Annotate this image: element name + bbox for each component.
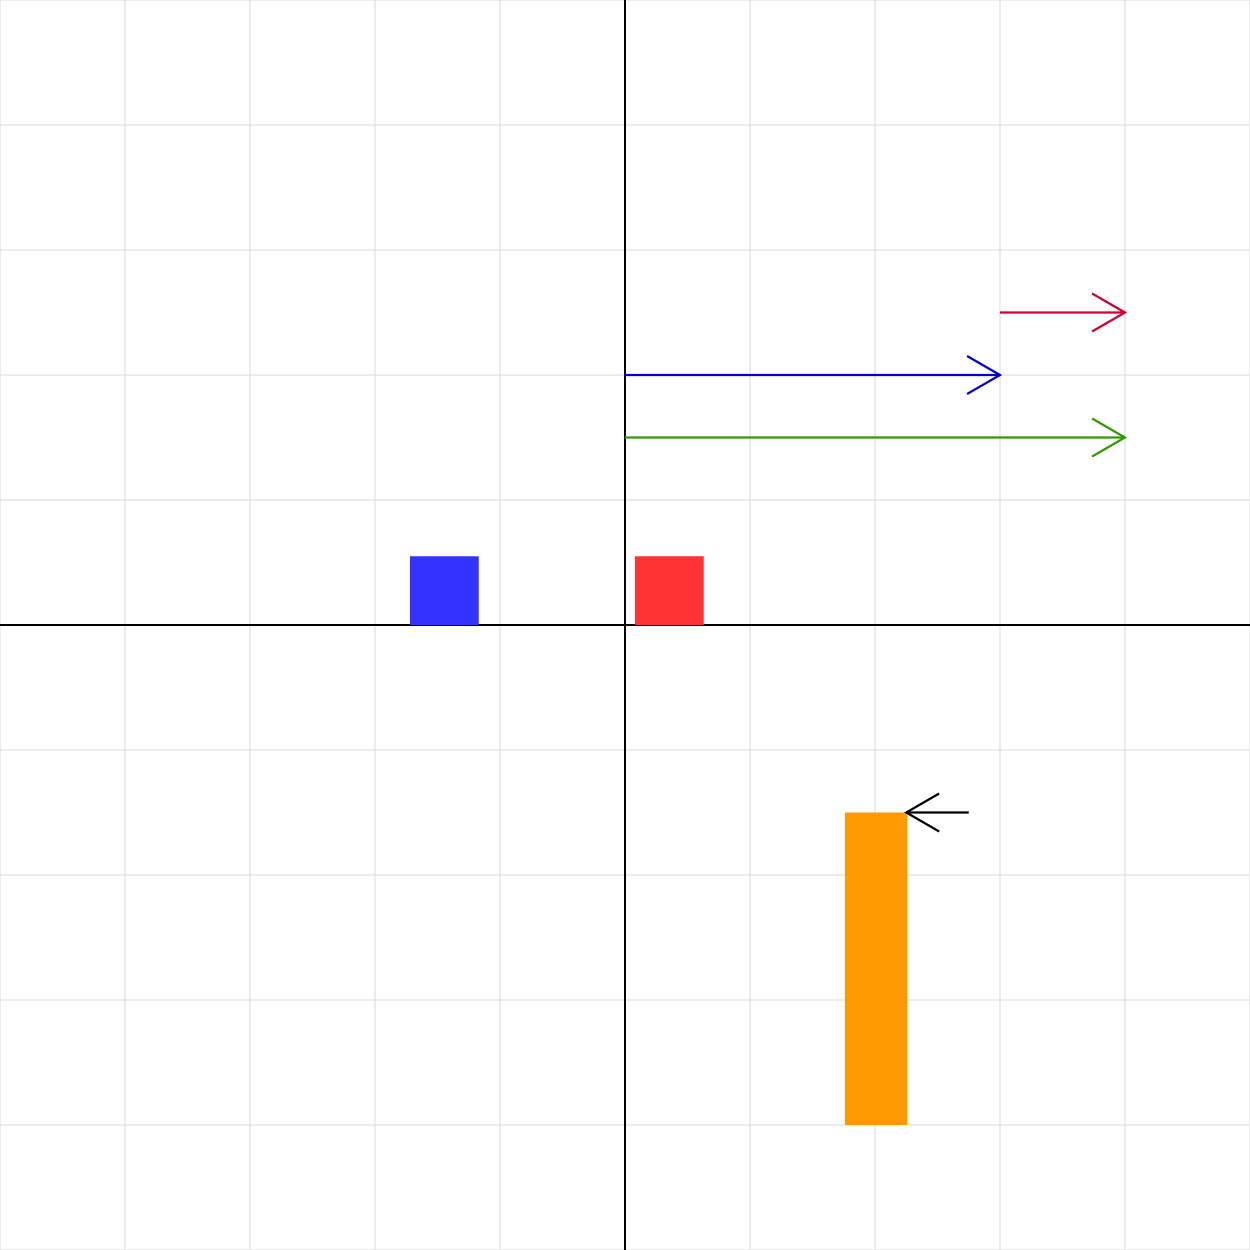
black-vector-head [904,792,940,833]
blue-vector-head [966,355,1003,395]
blue-vector [625,355,1003,395]
orange-bar [845,812,908,1125]
red-square [635,556,704,625]
vectors [625,292,1128,833]
black-vector [904,792,969,833]
crimson-vector [1000,292,1128,333]
green-vector [625,417,1128,458]
green-vector-head [1091,417,1128,458]
shapes [410,556,908,1125]
crimson-vector-head [1091,292,1128,333]
blue-square [410,556,479,625]
